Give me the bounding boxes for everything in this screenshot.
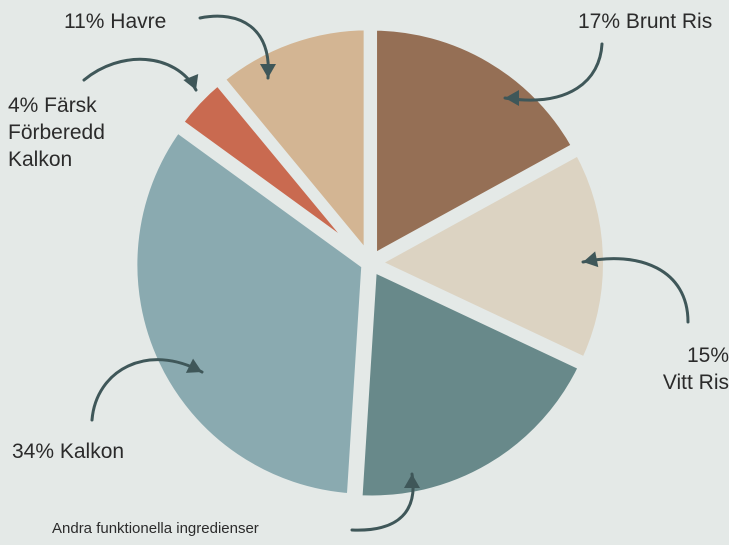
arrow-havre	[198, 14, 270, 80]
label-vitt-ris: 15% Vitt Ris	[662, 344, 729, 394]
pie-slice-havre	[212, 20, 374, 274]
arrow-brunt-ris-head	[505, 90, 519, 106]
label-havre: 11% Havre	[64, 10, 167, 33]
arrow-brunt-ris	[503, 42, 604, 102]
arrow-havre-head	[260, 64, 276, 78]
arrow-andra-head	[404, 474, 420, 488]
pie-slice-vitt-ris	[362, 143, 613, 370]
pie-slice-brunt-ris	[367, 20, 584, 269]
arrow-farsk	[82, 57, 198, 92]
arrow-vitt-ris-head	[583, 251, 599, 268]
label-farsk-forberedd-kalkon: 4% Färsk Förberedd Kalkon	[8, 94, 105, 171]
pie-slice-kalkon	[127, 120, 372, 504]
label-andra-funktionella-ingredienser: Andra funktionella ingredienser	[52, 520, 259, 537]
label-brunt-ris: 17% Brunt Ris	[578, 10, 713, 33]
arrow-kalkon-head	[185, 358, 202, 373]
pie-slice-andra-funktionella-ingredienser	[352, 258, 591, 506]
label-kalkon: 34% Kalkon	[12, 440, 125, 463]
arrow-farsk-head	[183, 74, 199, 90]
arrow-vitt-ris	[581, 257, 690, 324]
arrow-kalkon	[90, 358, 204, 422]
